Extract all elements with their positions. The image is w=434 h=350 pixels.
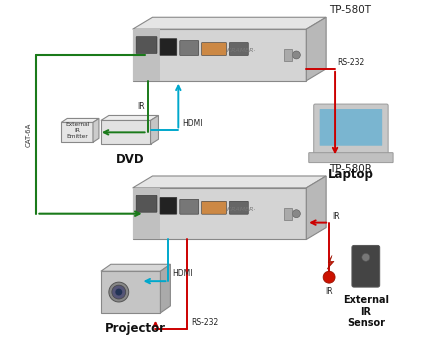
FancyBboxPatch shape <box>136 37 157 54</box>
Text: CAT-6A: CAT-6A <box>26 122 31 147</box>
Text: TP-580T: TP-580T <box>329 5 370 15</box>
Bar <box>132 29 160 81</box>
Polygon shape <box>150 116 158 144</box>
Text: ·KRAMER·: ·KRAMER· <box>224 48 255 53</box>
Text: HDMI: HDMI <box>182 119 202 128</box>
Polygon shape <box>132 17 326 29</box>
Text: External
IR
Sensor: External IR Sensor <box>342 295 388 328</box>
FancyBboxPatch shape <box>201 43 226 55</box>
Polygon shape <box>326 256 333 269</box>
FancyBboxPatch shape <box>351 245 379 287</box>
FancyBboxPatch shape <box>179 199 198 214</box>
Bar <box>284 208 292 220</box>
Polygon shape <box>101 116 158 120</box>
Text: DVD: DVD <box>115 153 144 166</box>
FancyBboxPatch shape <box>229 43 248 55</box>
Circle shape <box>361 253 369 261</box>
Text: External
IR
Emitter: External IR Emitter <box>65 122 89 139</box>
FancyBboxPatch shape <box>319 109 381 146</box>
Polygon shape <box>61 122 93 142</box>
Circle shape <box>112 285 125 299</box>
Text: RS-232: RS-232 <box>191 318 218 327</box>
Polygon shape <box>101 120 150 144</box>
FancyBboxPatch shape <box>136 195 157 212</box>
Polygon shape <box>101 271 160 313</box>
FancyBboxPatch shape <box>313 104 387 155</box>
Polygon shape <box>132 188 306 239</box>
Circle shape <box>322 271 334 283</box>
FancyBboxPatch shape <box>160 197 176 214</box>
Polygon shape <box>306 176 326 239</box>
Polygon shape <box>132 29 306 81</box>
Polygon shape <box>306 17 326 81</box>
FancyBboxPatch shape <box>160 38 176 55</box>
FancyBboxPatch shape <box>308 153 392 163</box>
Polygon shape <box>160 264 170 313</box>
FancyBboxPatch shape <box>229 201 248 214</box>
Text: Projector: Projector <box>105 322 166 335</box>
Circle shape <box>292 210 299 218</box>
Text: ·KRAMER·: ·KRAMER· <box>224 207 255 212</box>
Text: HDMI: HDMI <box>172 269 192 278</box>
Bar <box>284 49 292 61</box>
Text: IR: IR <box>137 102 144 111</box>
Text: RS-232: RS-232 <box>336 58 363 67</box>
FancyBboxPatch shape <box>179 41 198 55</box>
Polygon shape <box>93 118 99 142</box>
Bar <box>132 188 160 239</box>
Circle shape <box>108 282 128 302</box>
Circle shape <box>292 51 299 59</box>
Text: TP-580R: TP-580R <box>329 164 371 174</box>
Text: Laptop: Laptop <box>327 168 373 181</box>
FancyBboxPatch shape <box>201 201 226 214</box>
Polygon shape <box>101 264 170 271</box>
Text: IR: IR <box>331 212 339 220</box>
Text: IR: IR <box>325 287 332 296</box>
Polygon shape <box>132 176 326 188</box>
Circle shape <box>115 289 122 295</box>
Polygon shape <box>61 118 99 122</box>
